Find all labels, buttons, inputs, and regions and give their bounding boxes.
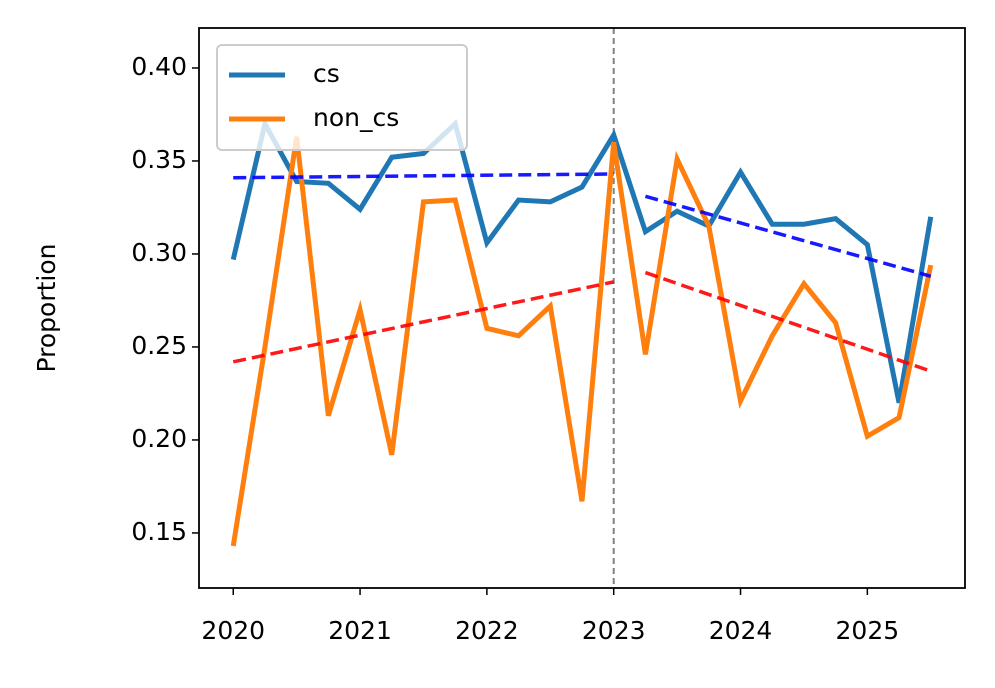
x-tick-label: 2024 — [709, 616, 773, 645]
trend-line — [644, 270, 932, 373]
y-tick-label: 0.35 — [131, 145, 187, 174]
series-line — [230, 116, 934, 404]
y-tick-label: 0.25 — [131, 331, 187, 360]
y-tick-label: 0.15 — [131, 517, 187, 546]
trend-line — [233, 172, 614, 180]
trend-line — [644, 194, 932, 278]
trend-line — [232, 280, 615, 364]
x-tick-label: 2021 — [328, 616, 392, 645]
y-tick-label: 0.40 — [131, 52, 187, 81]
x-tick-label: 2022 — [455, 616, 519, 645]
y-axis-label: Proportion — [32, 244, 61, 373]
y-tick-label: 0.30 — [131, 238, 187, 267]
x-tick-label: 2025 — [836, 616, 900, 645]
x-tick-label: 2023 — [582, 616, 646, 645]
legend-label: non_cs — [313, 103, 399, 132]
x-tick-label: 2020 — [201, 616, 265, 645]
legend-box — [216, 44, 468, 151]
legend-label: cs — [313, 59, 340, 88]
plot-frame — [198, 27, 966, 589]
y-tick-label: 0.20 — [131, 424, 187, 453]
series-line — [230, 136, 934, 547]
